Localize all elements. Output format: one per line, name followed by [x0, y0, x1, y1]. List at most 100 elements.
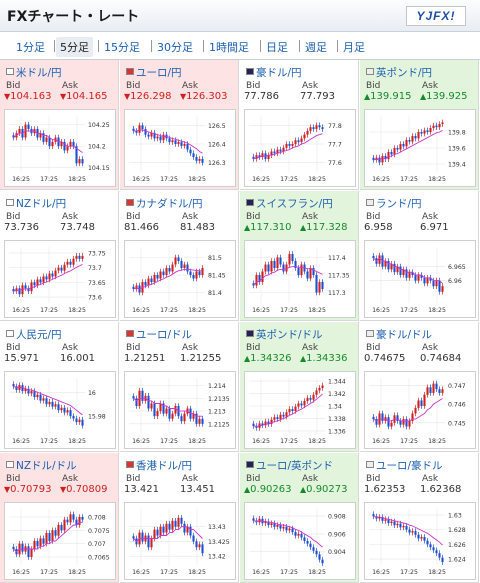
- candle-body: [321, 282, 324, 289]
- mini-chart[interactable]: 104.25 104.2 104.15 16:25 17:25 18:25: [4, 109, 116, 187]
- candle-body: [36, 394, 39, 398]
- mini-chart[interactable]: 77.8 77.7 77.6 16:25 17:25 18:25: [244, 109, 356, 187]
- mini-chart[interactable]: 1.214 1.2135 1.213 1.2125 16:25 17:25 18:25: [124, 371, 236, 449]
- pair-name[interactable]: 米ドル/円: [6, 65, 62, 80]
- pair-name-text: スイスフラン/円: [256, 198, 333, 210]
- rate-card[interactable]: ユーロ/英ポンド Bid Ask ▲0.90263 ▲0.90273 0.908 0.906…: [240, 453, 359, 583]
- candle-body: [45, 276, 48, 280]
- flag-icon: [246, 330, 254, 337]
- candle-body: [393, 263, 396, 273]
- pair-name[interactable]: ユーロ/円: [126, 65, 182, 80]
- pair-name[interactable]: 豪ドル/ドル: [366, 327, 432, 342]
- pair-name[interactable]: ユーロ/ドル: [126, 327, 192, 342]
- candle-body: [81, 255, 84, 259]
- rate-card[interactable]: NZドル/円 Bid Ask 73.736 73.748 73.75 73.7 73.65 73…: [0, 191, 119, 321]
- mini-chart[interactable]: 1.344 1.342 1.34 1.338 1.336 16:25 17:25 18:25: [244, 371, 356, 449]
- pair-name[interactable]: 香港ドル/円: [126, 458, 192, 473]
- y-tick-label: 13.42: [208, 554, 226, 561]
- mini-chart[interactable]: 139.8 139.6 139.4 16:25 17:25 18:25: [364, 109, 476, 187]
- mini-chart[interactable]: 16 15.98 16:25 17:25 18:25: [4, 371, 116, 449]
- candle-body: [411, 272, 414, 275]
- x-tick-label: 16:25: [132, 176, 150, 183]
- y-tick-label: 0.745: [448, 420, 466, 427]
- mini-chart[interactable]: 0.908 0.906 0.904 16:25 17:25 18:25: [244, 502, 356, 580]
- bid-value: ▲117.310: [244, 222, 292, 233]
- pair-name[interactable]: カナダドル/円: [126, 196, 203, 211]
- rate-card[interactable]: カナダドル/円 Bid Ask 81.466 81.483 81.5 81.45 81.4 16…: [120, 191, 239, 321]
- candle-body: [150, 278, 153, 282]
- mini-chart[interactable]: 81.5 81.45 81.4 16:25 17:25 18:25: [124, 240, 236, 318]
- mini-chart[interactable]: 73.75 73.7 73.65 73.6 16:25 17:25 18:25: [4, 240, 116, 318]
- ask-value: ▼126.303: [180, 91, 228, 102]
- tab-1[interactable]: 1分足: [16, 41, 45, 54]
- pair-name[interactable]: スイスフラン/円: [246, 196, 333, 211]
- tab-7[interactable]: 週足: [305, 41, 327, 54]
- tab-2[interactable]: 5分足: [56, 37, 93, 57]
- pair-name[interactable]: 豪ドル/円: [246, 65, 302, 80]
- ask-value-text: 13.451: [180, 484, 215, 495]
- mini-chart[interactable]: 126.5 126.4 126.3 16:25 17:25 18:25: [124, 109, 236, 187]
- y-tick-label: 0.7065: [88, 555, 110, 562]
- candle-body: [18, 128, 21, 134]
- bid-value-text: 1.21251: [124, 353, 166, 364]
- rate-card[interactable]: 米ドル/円 Bid Ask ▼104.163 ▼104.165 104.25 104.2 10…: [0, 60, 119, 190]
- rate-card[interactable]: スイスフラン/円 Bid Ask ▲117.310 ▲117.328 117.4 117.3…: [240, 191, 359, 321]
- mini-chart[interactable]: 0.747 0.746 0.745 16:25 17:25 18:25: [364, 371, 476, 449]
- candle-body: [279, 414, 282, 420]
- candle-body: [165, 523, 168, 533]
- bid-value-text: 6.958: [364, 222, 393, 233]
- rate-card[interactable]: 豪ドル/円 Bid Ask 77.786 77.793 77.8 77.7 77.6 16:25…: [240, 60, 359, 190]
- candle-body: [306, 271, 309, 279]
- candle-body: [423, 277, 426, 284]
- candle-body: [18, 288, 21, 295]
- candle-body: [165, 268, 168, 275]
- bid-value-text: 81.466: [124, 222, 159, 233]
- mini-chart[interactable]: 6.965 6.96 16:25 17:25 18:25: [364, 240, 476, 318]
- mini-chart[interactable]: 0.708 0.7075 0.707 0.7065 16:25 17:25 18:25: [4, 502, 116, 580]
- pair-name[interactable]: ユーロ/英ポンド: [246, 458, 333, 473]
- yjfx-logo[interactable]: YJFX!: [406, 6, 466, 26]
- moving-average-line: [133, 397, 203, 417]
- rate-card[interactable]: 英ポンド/円 Bid Ask ▲139.915 ▲139.925 139.8 139.6 13…: [360, 60, 479, 190]
- moving-average-line: [253, 266, 323, 286]
- candle-body: [300, 138, 303, 143]
- candle-body: [435, 383, 438, 390]
- pair-name[interactable]: 英ポンド/円: [366, 65, 432, 80]
- rate-card[interactable]: 人民元/円 Bid Ask 15.971 16.001 16 15.98 16:25 17:25…: [0, 322, 119, 452]
- pair-name[interactable]: 人民元/円: [6, 327, 62, 342]
- tab-8[interactable]: 月足: [343, 41, 365, 54]
- y-tick-label: 81.4: [208, 290, 222, 297]
- pair-name[interactable]: ユーロ/豪ドル: [366, 458, 443, 473]
- app-header: FXチャート・レート YJFX!: [0, 0, 480, 32]
- rate-card[interactable]: ユーロ/ドル Bid Ask 1.21251 1.21255 1.214 1.2135 1.2…: [120, 322, 239, 452]
- mini-chart[interactable]: 117.4 117.35 117.3 16:25 17:25 18:25: [244, 240, 356, 318]
- candle-body: [72, 416, 75, 419]
- tab-6[interactable]: 日足: [266, 41, 288, 54]
- x-tick-label: 18:25: [188, 176, 206, 183]
- rate-card[interactable]: ユーロ/豪ドル Bid Ask 1.62353 1.62368 1.63 1.628 1.62…: [360, 453, 479, 583]
- tab-4[interactable]: 30分足: [157, 41, 193, 54]
- rate-card[interactable]: 豪ドル/ドル Bid Ask 0.74675 0.74684 0.747 0.746 0.74…: [360, 322, 479, 452]
- tab-5[interactable]: 1時間足: [209, 41, 249, 54]
- candle-body: [132, 396, 135, 399]
- pair-name[interactable]: ランド/円: [366, 196, 422, 211]
- y-tick-label: 1.213: [208, 409, 226, 416]
- pair-name-text: ユーロ/ドル: [136, 329, 193, 341]
- pair-name[interactable]: 英ポンド/ドル: [246, 327, 323, 342]
- rate-card[interactable]: 香港ドル/円 Bid Ask 13.421 13.451 13.43 13.425 13.42…: [120, 453, 239, 583]
- rate-card[interactable]: ユーロ/円 Bid Ask ▼126.298 ▼126.303 126.5 126.4 126…: [120, 60, 239, 190]
- candle-body: [441, 122, 444, 124]
- tab-3[interactable]: 15分足: [104, 41, 140, 54]
- mini-chart[interactable]: 13.43 13.425 13.42 16:25 17:25 18:25: [124, 502, 236, 580]
- mini-chart[interactable]: 1.63 1.628 1.626 1.624 16:25 17:25 18:25: [364, 502, 476, 580]
- rate-card[interactable]: 英ポンド/ドル Bid Ask ▲1.34326 ▲1.34336 1.344 1.342 1…: [240, 322, 359, 452]
- bid-label: Bid: [366, 343, 381, 353]
- y-tick-label: 77.7: [328, 142, 342, 149]
- rate-card[interactable]: ランド/円 Bid Ask 6.958 6.971 6.965 6.96 16:25 17:25…: [360, 191, 479, 321]
- pair-name-text: NZドル/円: [16, 198, 67, 210]
- ask-value-text: 16.001: [60, 353, 95, 364]
- candle-body: [381, 413, 384, 421]
- pair-name[interactable]: NZドル/ドル: [6, 458, 77, 473]
- rate-card[interactable]: NZドル/ドル Bid Ask ▼0.70793 ▼0.70809 0.708 0.7075…: [0, 453, 119, 583]
- pair-name[interactable]: NZドル/円: [6, 196, 66, 211]
